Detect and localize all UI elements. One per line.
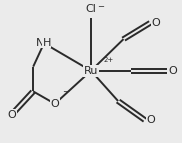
Text: Cl: Cl: [86, 4, 96, 14]
Text: O: O: [50, 99, 59, 109]
Text: O: O: [168, 66, 177, 76]
Text: −: −: [62, 87, 69, 96]
Text: O: O: [152, 18, 160, 28]
Text: O: O: [146, 115, 155, 125]
Text: 2+: 2+: [104, 56, 114, 62]
Text: N: N: [36, 38, 45, 48]
Text: Ru: Ru: [84, 66, 98, 76]
Text: −: −: [97, 2, 104, 11]
Text: H: H: [43, 38, 51, 48]
Text: O: O: [7, 110, 16, 120]
